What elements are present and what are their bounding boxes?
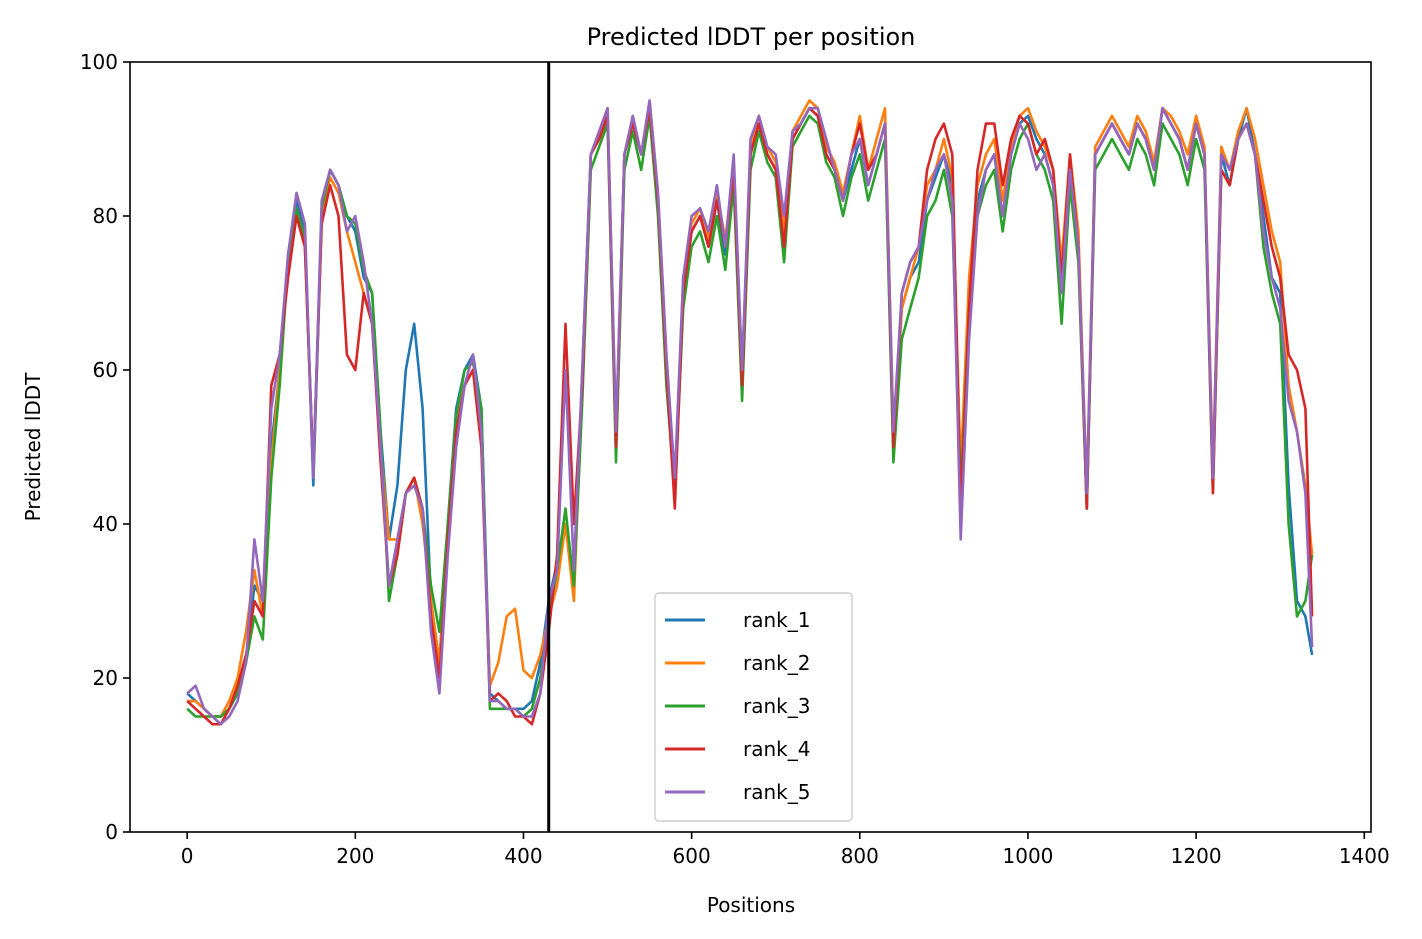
legend-label: rank_5 [743,780,810,804]
y-tick-label: 60 [93,358,118,382]
y-tick-label: 20 [93,666,118,690]
x-tick-label: 200 [336,844,374,868]
y-tick-label: 80 [93,204,118,228]
y-tick-label: 100 [80,50,118,74]
x-tick-label: 0 [181,844,194,868]
x-tick-label: 1200 [1171,844,1222,868]
y-axis-label: Predicted lDDT [21,372,45,522]
x-tick-label: 800 [841,844,879,868]
plot-area [186,62,1314,832]
x-axis-label: Positions [707,893,795,917]
y-axis: 0 20 40 60 80 100 [80,50,130,844]
x-tick-label: 400 [504,844,542,868]
legend: rank_1 rank_2 rank_3 rank_4 rank_5 [654,592,853,822]
legend-box [654,592,853,822]
x-axis: 0 200 400 600 800 1000 1200 1400 [181,832,1390,868]
legend-label: rank_1 [743,608,810,632]
y-tick-label: 0 [105,820,118,844]
legend-label: rank_4 [743,737,810,761]
x-tick-label: 1400 [1339,844,1390,868]
legend-label: rank_3 [743,694,810,718]
series-line-rank-5 [186,99,1314,726]
x-tick-label: 600 [673,844,711,868]
x-tick-label: 1000 [1003,844,1054,868]
plot-frame [129,61,1372,833]
chart-title: Predicted lDDT per position [587,23,916,51]
y-tick-label: 40 [93,512,118,536]
legend-label: rank_2 [743,651,810,675]
